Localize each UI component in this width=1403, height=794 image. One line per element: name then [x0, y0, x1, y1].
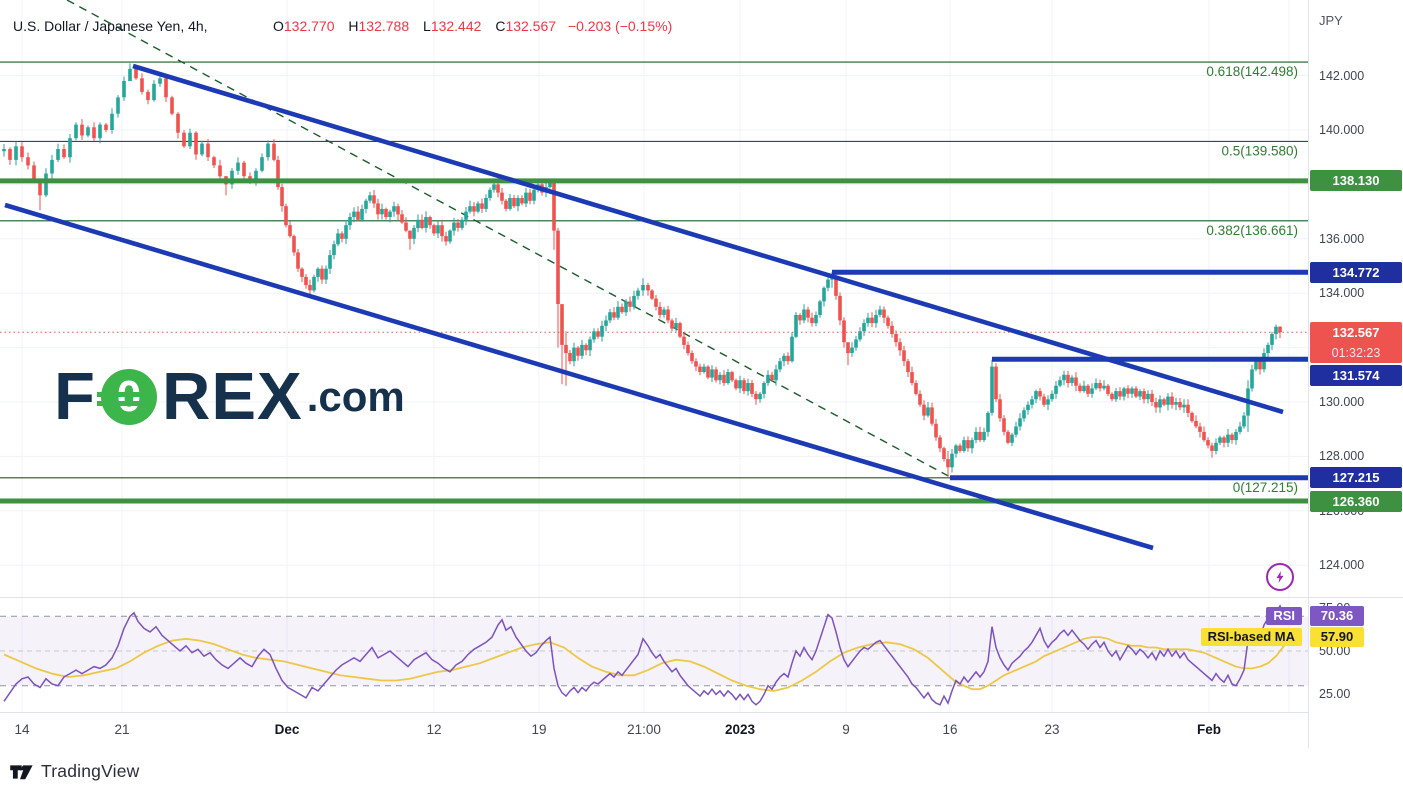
price-tick: 136.000 [1319, 231, 1365, 246]
svg-text:0.382(136.661): 0.382(136.661) [1206, 223, 1298, 238]
bar-countdown: 01:32:23 [1331, 345, 1381, 360]
price-chart-canvas[interactable]: 0.618(142.498) 0.5(139.580) 0.382(136.661)… [0, 0, 1308, 712]
close-label: C [495, 18, 506, 34]
price-level-badge: 138.130 [1310, 170, 1402, 192]
time-label-14: 14 [14, 722, 30, 737]
price-level-badge: 127.215 [1310, 467, 1402, 489]
symbol-title[interactable]: U.S. Dollar / Japanese Yen, 4h, [13, 18, 208, 34]
time-label-16: 16 [942, 722, 958, 737]
open-label: O [273, 18, 284, 34]
price-tick: 130.000 [1319, 395, 1365, 409]
currency-label: JPY [1319, 13, 1343, 28]
price-tick: 124.000 [1319, 558, 1365, 573]
forex-logo-o-icon: 0 [96, 368, 157, 425]
time-label-feb: Feb [1196, 722, 1222, 737]
symbol-header: U.S. Dollar / Japanese Yen, 4h, O132.770… [13, 18, 672, 34]
watermark-letters-rex: REX [161, 359, 303, 434]
open-value: 132.770 [283, 18, 335, 34]
price-level-badge: 131.574 [1310, 364, 1402, 386]
price-level-badge: 126.360 [1310, 490, 1402, 512]
forex-watermark: F 0 REX .com [54, 363, 405, 430]
rsi-ma-value-badge: 57.90 [1310, 627, 1364, 648]
tradingview-mark-icon [10, 764, 33, 779]
time-label-2100: 21:00 [627, 722, 661, 737]
lightning-bolt-icon [1276, 571, 1284, 583]
flash-icon-button[interactable] [1266, 563, 1294, 591]
time-label-21: 21 [114, 722, 130, 737]
ohlc-readout: O132.770 H132.788 L132.442 C132.567 −0.2… [273, 18, 672, 34]
rsi-tick: 50.00 [1319, 644, 1351, 658]
rsi-indicator-label[interactable]: RSI [1266, 606, 1302, 625]
time-label-23: 23 [1044, 722, 1060, 737]
tradingview-text: TradingView [41, 761, 140, 781]
svg-text:0.618(142.498): 0.618(142.498) [1206, 64, 1298, 79]
price-tick: 134.000 [1319, 286, 1365, 301]
rsi-ma-indicator-label[interactable]: RSI-based MA [1200, 628, 1302, 647]
time-label-dec: Dec [274, 722, 300, 737]
price-tick: 142.000 [1319, 68, 1365, 83]
svg-text:0.5(139.580): 0.5(139.580) [1221, 143, 1298, 158]
high-label: H [348, 18, 359, 34]
close-value: 132.567 [505, 18, 557, 34]
time-label-2023: 2023 [724, 722, 756, 737]
current-price-badge: 132.567 01:32:23 [1310, 321, 1402, 363]
tradingview-logo[interactable]: TradingView [9, 761, 140, 782]
footer-bar: TradingView [0, 749, 1403, 794]
time-label-19: 19 [531, 722, 547, 737]
watermark-dot-com: .com [306, 372, 405, 420]
pane-separator[interactable] [0, 597, 1403, 598]
price-tick: 140.000 [1319, 123, 1365, 137]
price-tick: 128.000 [1319, 449, 1365, 464]
time-label-12: 12 [426, 722, 442, 737]
change-value: −0.203 (−0.15%) [567, 18, 673, 34]
time-axis[interactable]: 14 21 Dec 12 19 21:00 2023 9 16 23 Feb [0, 712, 1403, 750]
low-label: L [423, 18, 431, 34]
rsi-tick: 25.00 [1319, 687, 1351, 702]
price-level-badge: 134.772 [1310, 261, 1402, 283]
high-value: 132.788 [358, 18, 410, 34]
time-label-9: 9 [842, 722, 850, 737]
watermark-letter-f: F [54, 359, 96, 434]
low-value: 132.442 [430, 18, 482, 34]
rsi-value-badge: 70.36 [1310, 605, 1364, 626]
svg-text:0(127.215): 0(127.215) [1233, 480, 1298, 495]
price-axis[interactable]: JPY 142.000140.000138.000136.000134.0001… [1308, 0, 1403, 748]
